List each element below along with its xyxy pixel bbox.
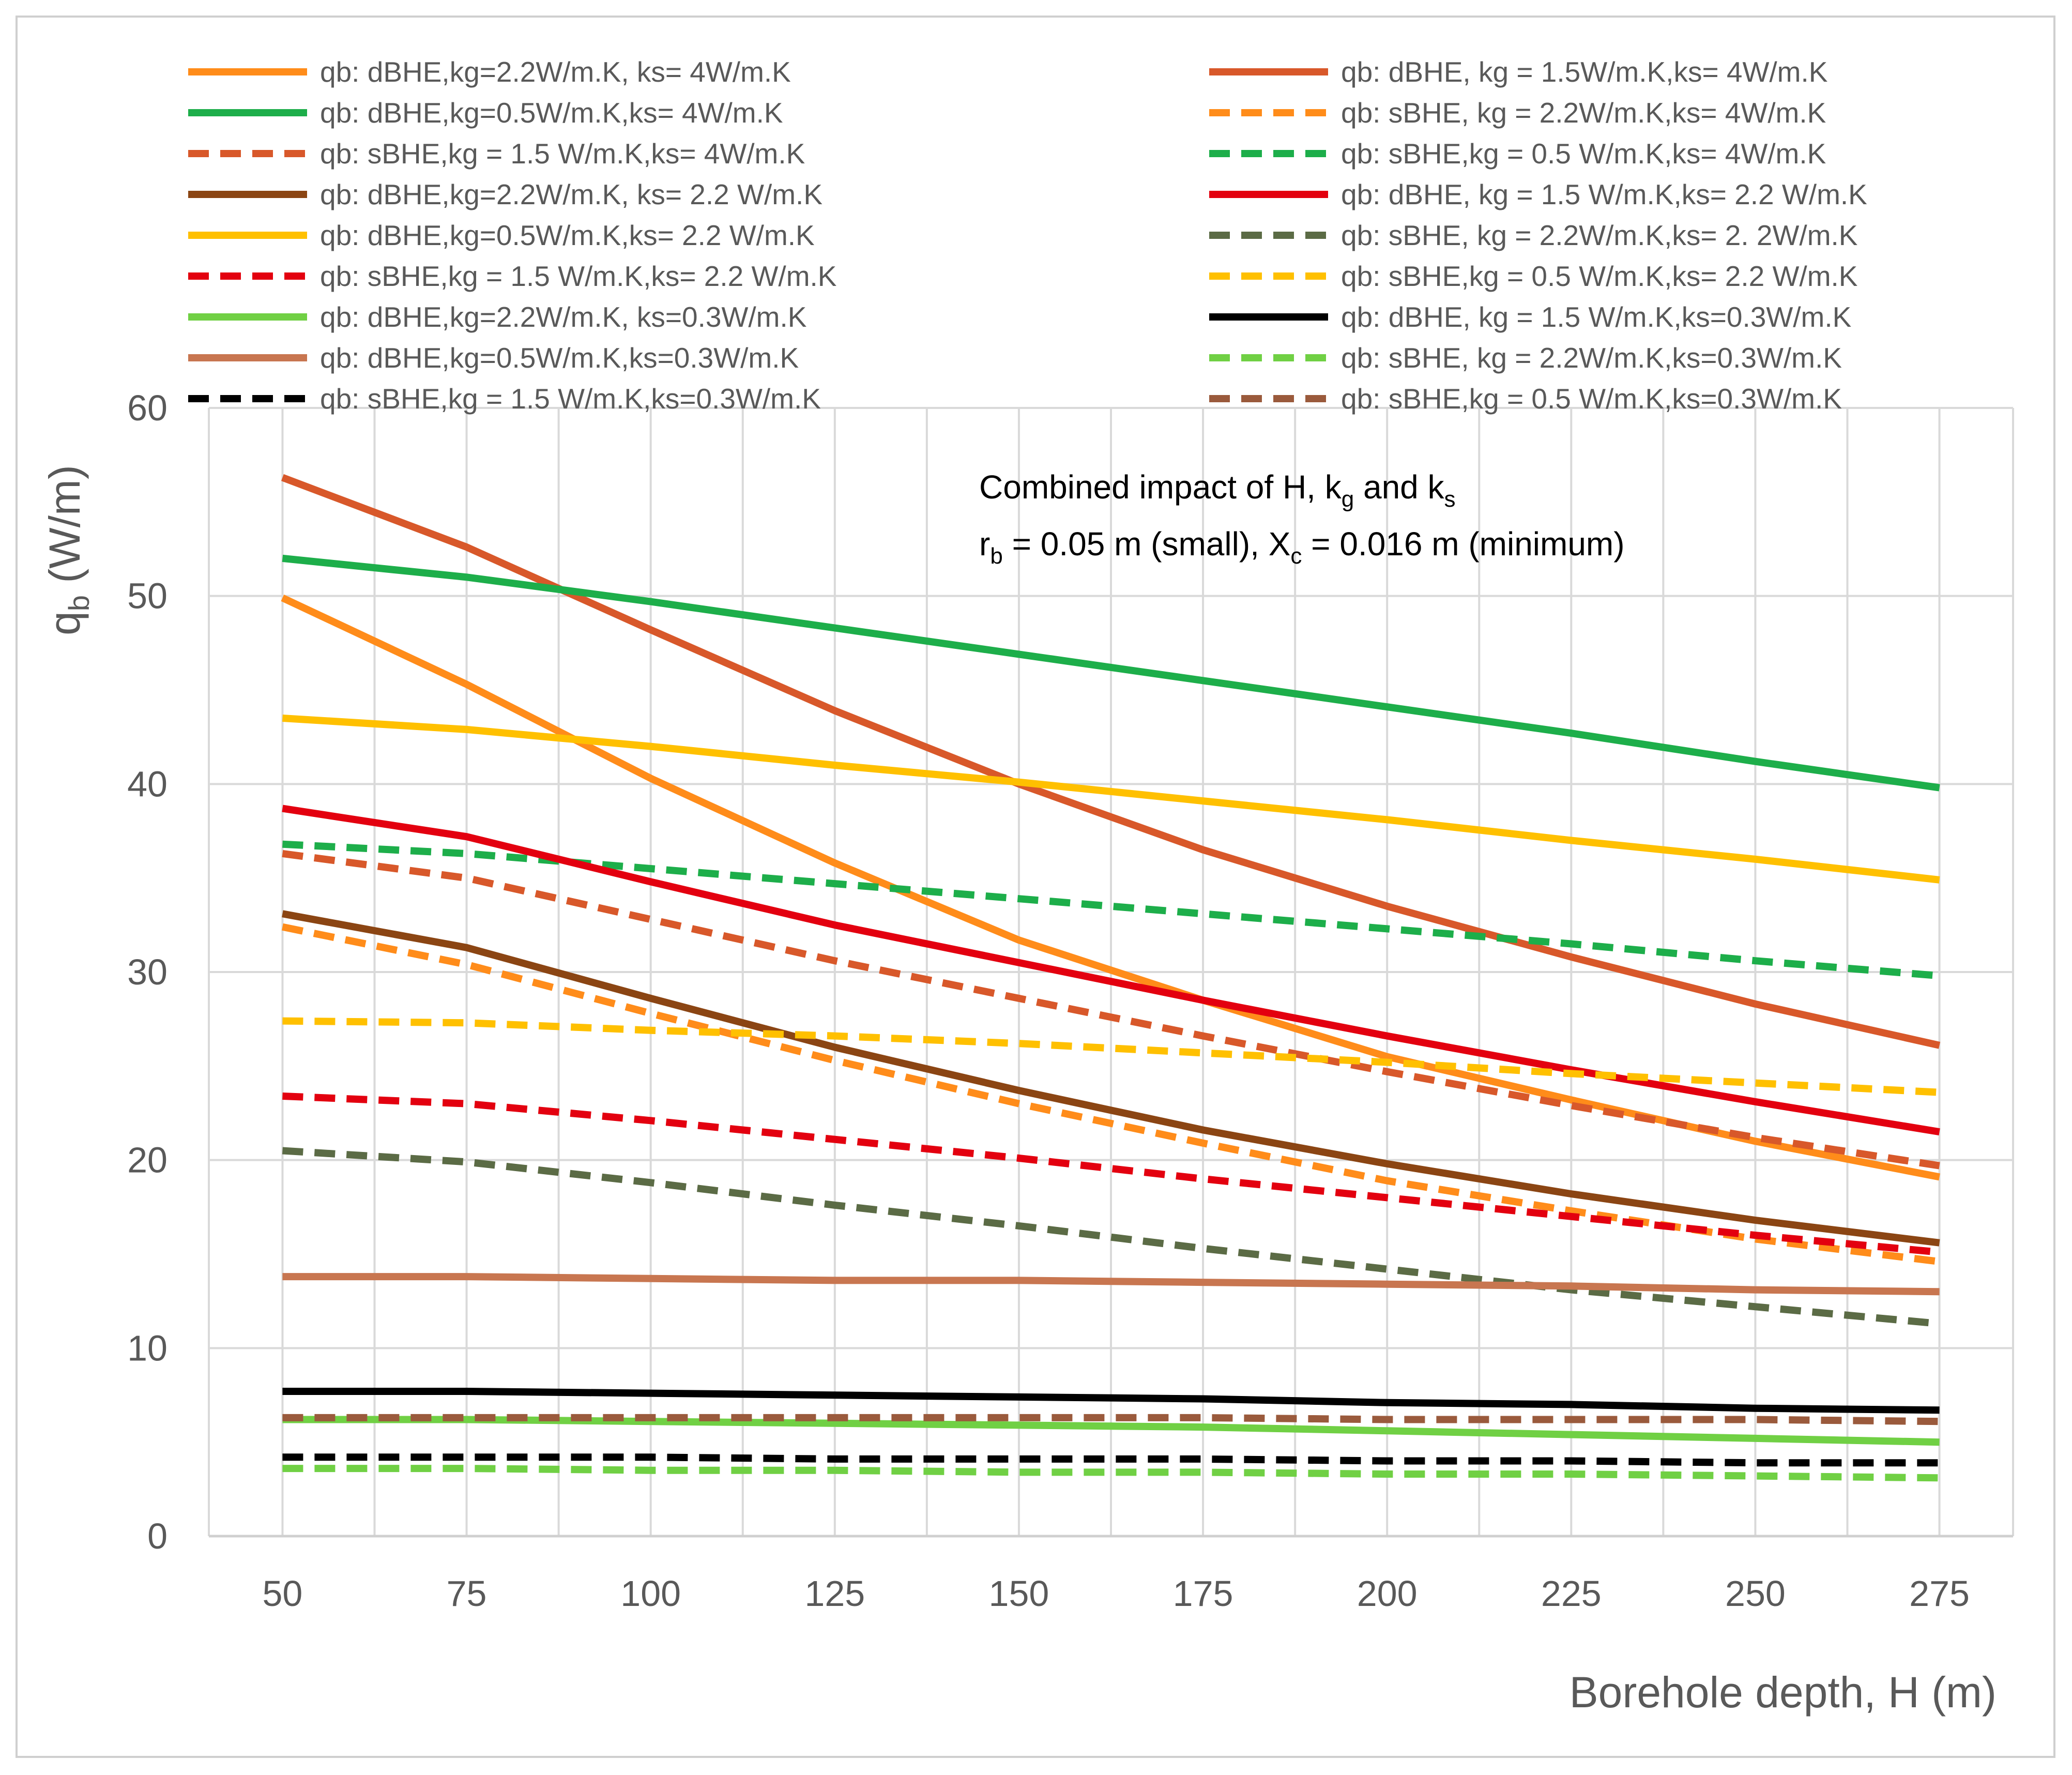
annotation-1-sub-s: s: [1444, 487, 1456, 512]
series-line-12: [282, 1017, 1940, 1096]
y-tick-label: 20: [127, 1140, 167, 1180]
legend-item-2: qb: dBHE, kg = 1.5W/m.K,ks= 4W/m.K: [1209, 56, 1828, 88]
legend-item-13: qb: dBHE,kg=2.2W/m.K, ks=0.3W/m.K: [188, 301, 807, 333]
legend: qb: dBHE,kg=2.2W/m.K, ks= 4W/m.K qb: dBHE…: [188, 56, 1867, 415]
x-tick-label: 150: [989, 1573, 1049, 1614]
annotation-2-r-sub: b: [990, 543, 1002, 569]
grid-lines: [208, 407, 2014, 1536]
x-tick-label: 125: [804, 1573, 865, 1614]
series-line-11: [282, 1093, 1940, 1256]
annotation-line-1: Combined impact of H, kg and ks: [979, 468, 1456, 512]
y-tick-label: 0: [147, 1516, 167, 1556]
series-line-1: [281, 594, 1940, 1181]
series-line-15: [282, 1273, 1940, 1296]
legend-item-9: qb: dBHE,kg=0.5W/m.K,ks= 2.2 W/m.K: [188, 219, 815, 251]
legend-label: qb: dBHE,kg=2.2W/m.K, ks= 4W/m.K: [320, 56, 791, 88]
legend-label: qb: dBHE,kg=0.5W/m.K,ks=0.3W/m.K: [320, 342, 799, 374]
x-tick-label: 225: [1541, 1573, 1602, 1614]
legend-item-4: qb: sBHE, kg = 2.2W/m.K,ks= 4W/m.K: [1209, 97, 1826, 129]
chart-frame: 50 75 100 125 150 175 200 225 250 275 0 10 20 30 40 50…: [16, 16, 2055, 1758]
annotation-2-r-rest: = 0.05 m (small), X: [1003, 525, 1291, 563]
legend-label: qb: dBHE, kg = 1.5 W/m.K,ks= 2.2 W/m.K: [1341, 178, 1867, 210]
x-tick-label: 50: [263, 1573, 303, 1614]
legend-item-18: qb: sBHE,kg = 0.5 W/m.K,ks=0.3W/m.K: [1209, 383, 1842, 415]
series-line-3: [282, 554, 1940, 792]
annotation-2-x-sub: c: [1290, 543, 1302, 569]
legend-item-12: qb: sBHE,kg = 0.5 W/m.K,ks= 2.2 W/m.K: [1209, 260, 1858, 292]
legend-item-6: qb: sBHE,kg = 0.5 W/m.K,ks= 4W/m.K: [1209, 138, 1826, 170]
y-tick-label: 50: [127, 576, 167, 616]
legend-label: qb: sBHE,kg = 1.5 W/m.K,ks= 2.2 W/m.K: [320, 260, 837, 292]
series-line-18: [282, 1414, 1940, 1425]
x-tick-label: 250: [1725, 1573, 1786, 1614]
series-line-5: [282, 849, 1940, 1170]
series-line-7: [282, 910, 1940, 1247]
y-axis-title-main: q: [40, 611, 89, 635]
line-chart: 50 75 100 125 150 175 200 225 250 275 0 10 20 30 40 50…: [40, 56, 2014, 1717]
y-axis-title-sub: b: [63, 595, 95, 611]
legend-label: qb: dBHE,kg=2.2W/m.K, ks=0.3W/m.K: [320, 301, 807, 333]
series-line-10: [282, 1147, 1940, 1328]
x-tick-label: 100: [620, 1573, 681, 1614]
legend-item-8: qb: dBHE, kg = 1.5 W/m.K,ks= 2.2 W/m.K: [1209, 178, 1867, 210]
legend-item-3: qb: dBHE,kg=0.5W/m.K,ks= 4W/m.K: [188, 97, 783, 129]
legend-label: qb: sBHE,kg = 1.5 W/m.K,ks=0.3W/m.K: [320, 383, 821, 415]
annotation-1-mid: and k: [1354, 468, 1444, 506]
legend-label: qb: sBHE,kg = 0.5 W/m.K,ks= 4W/m.K: [1341, 138, 1826, 170]
legend-label: qb: sBHE, kg = 2.2W/m.K,ks=0.3W/m.K: [1341, 342, 1842, 374]
y-tick-label: 10: [127, 1328, 167, 1368]
x-tick-label: 75: [447, 1573, 487, 1614]
legend-item-17: qb: sBHE,kg = 1.5 W/m.K,ks=0.3W/m.K: [188, 383, 821, 415]
annotation-1-sub-g: g: [1342, 487, 1354, 512]
legend-item-10: qb: sBHE, kg = 2.2W/m.K,ks= 2. 2W/m.K: [1209, 219, 1858, 251]
legend-item-1: qb: dBHE,kg=2.2W/m.K, ks= 4W/m.K: [188, 56, 791, 88]
legend-label: qb: sBHE, kg = 2.2W/m.K,ks= 4W/m.K: [1341, 97, 1826, 129]
legend-label: qb: sBHE,kg = 1.5 W/m.K,ks= 4W/m.K: [320, 138, 805, 170]
legend-label: qb: dBHE, kg = 1.5 W/m.K,ks=0.3W/m.K: [1341, 301, 1852, 333]
annotation-2-x-rest: = 0.016 m (minimum): [1302, 525, 1624, 563]
legend-label: qb: sBHE, kg = 2.2W/m.K,ks= 2. 2W/m.K: [1341, 219, 1858, 251]
series-lines: [281, 474, 1941, 1482]
legend-label: qb: dBHE,kg=2.2W/m.K, ks= 2.2 W/m.K: [320, 178, 822, 210]
x-tick-label: 200: [1357, 1573, 1418, 1614]
y-tick-label: 30: [127, 952, 167, 992]
legend-item-7: qb: dBHE,kg=2.2W/m.K, ks= 2.2 W/m.K: [188, 178, 822, 210]
annotation-line-2: rb = 0.05 m (small), Xc = 0.016 m (minim…: [979, 525, 1625, 569]
y-axis-title: qb (W/m): [40, 465, 95, 635]
x-tick-label: 175: [1173, 1573, 1233, 1614]
series-line-17: [282, 1453, 1940, 1467]
series-line-16: [282, 1465, 1940, 1482]
y-axis-title-rest: (W/m): [40, 465, 89, 595]
legend-item-11: qb: sBHE,kg = 1.5 W/m.K,ks= 2.2 W/m.K: [188, 260, 837, 292]
legend-item-16: qb: sBHE, kg = 2.2W/m.K,ks=0.3W/m.K: [1209, 342, 1842, 374]
x-tick-label: 275: [1909, 1573, 1970, 1614]
series-line-9: [282, 715, 1940, 884]
legend-label: qb: sBHE,kg = 0.5 W/m.K,ks= 2.2 W/m.K: [1341, 260, 1858, 292]
x-tick-labels: 50 75 100 125 150 175 200 225 250 275: [263, 1573, 1970, 1614]
annotation-2-r: r: [979, 525, 990, 563]
annotation-1-text: Combined impact of H, k: [979, 468, 1342, 506]
legend-label: qb: dBHE,kg=0.5W/m.K,ks= 4W/m.K: [320, 97, 783, 129]
legend-label: qb: dBHE, kg = 1.5W/m.K,ks= 4W/m.K: [1341, 56, 1828, 88]
legend-item-5: qb: sBHE,kg = 1.5 W/m.K,ks= 4W/m.K: [188, 138, 805, 170]
legend-item-14: qb: dBHE, kg = 1.5 W/m.K,ks=0.3W/m.K: [1209, 301, 1852, 333]
series-line-8: [282, 805, 1940, 1136]
series-line-14: [282, 1388, 1940, 1414]
y-tick-label: 40: [127, 764, 167, 804]
y-tick-label: 60: [127, 388, 167, 428]
legend-label: qb: sBHE,kg = 0.5 W/m.K,ks=0.3W/m.K: [1341, 383, 1842, 415]
x-axis-title: Borehole depth, H (m): [1570, 1668, 1997, 1717]
legend-item-15: qb: dBHE,kg=0.5W/m.K,ks=0.3W/m.K: [188, 342, 799, 374]
legend-label: qb: dBHE,kg=0.5W/m.K,ks= 2.2 W/m.K: [320, 219, 815, 251]
y-tick-labels: 0 10 20 30 40 50 60: [127, 388, 167, 1556]
